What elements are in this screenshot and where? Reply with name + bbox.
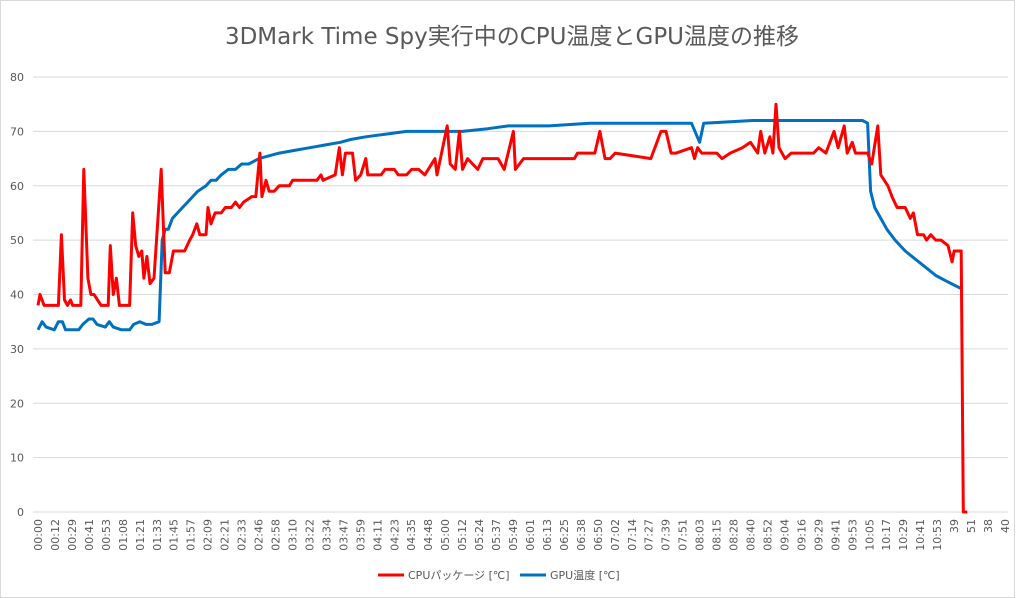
x-tick-label: 10:41 xyxy=(914,519,927,551)
x-tick-label: 05:24 xyxy=(473,519,486,551)
y-tick-label: 80 xyxy=(10,71,24,84)
x-tick-label: 06:38 xyxy=(575,519,588,551)
x-tick-label: 01:45 xyxy=(168,519,181,551)
y-tick-label: 70 xyxy=(10,125,24,138)
x-tick-label: 02:46 xyxy=(253,519,266,551)
x-tick-label: 03:34 xyxy=(320,519,333,551)
x-tick-label: 08:15 xyxy=(711,519,724,551)
y-tick-label: 60 xyxy=(10,180,24,193)
y-tick-label: 0 xyxy=(17,506,24,519)
x-tick-label: 05:49 xyxy=(507,519,520,551)
x-tick-label: 07:27 xyxy=(643,519,656,551)
legend: CPUパッケージ [℃] GPU温度 [℃] xyxy=(378,568,620,582)
x-tick-label: 01:08 xyxy=(117,519,130,551)
x-tick-label: 07:02 xyxy=(609,519,622,551)
series-lines xyxy=(36,102,968,514)
x-tick-label: 05:12 xyxy=(456,519,469,551)
y-tick-label: 40 xyxy=(10,289,24,302)
x-tick-label: 00:00 xyxy=(32,519,45,551)
x-tick-label: 38 xyxy=(982,519,995,533)
x-tick-label: 01:21 xyxy=(134,519,147,551)
x-tick-label: 08:03 xyxy=(694,519,707,551)
x-tick-label: 05:37 xyxy=(490,519,503,551)
x-tick-label: 06:50 xyxy=(592,519,605,551)
x-tick-label: 03:47 xyxy=(337,519,350,551)
x-tick-label: 01:57 xyxy=(185,519,198,551)
x-tick-label: 05:00 xyxy=(439,519,452,551)
x-tick-label: 08:52 xyxy=(761,519,774,551)
x-axis: 00:00 00:12 00:29 00:41 00:53 01:08 01:21 01:33… xyxy=(32,519,1012,551)
x-tick-label: 08:28 xyxy=(728,519,741,551)
x-tick-label: 10:17 xyxy=(880,519,893,551)
x-tick-label: 06:25 xyxy=(558,519,571,551)
x-tick-label: 07:51 xyxy=(677,519,690,551)
x-tick-label: 00:12 xyxy=(49,519,62,551)
x-tick-label: 02:33 xyxy=(236,519,249,551)
x-tick-label: 03:10 xyxy=(286,519,299,551)
x-tick-label: 03:59 xyxy=(354,519,367,551)
x-tick-label: 03:22 xyxy=(303,519,316,551)
x-tick-label: 04:11 xyxy=(371,519,384,551)
series-line-gpu xyxy=(36,119,963,332)
x-tick-label: 10:05 xyxy=(863,519,876,551)
series-line-cpu xyxy=(36,102,968,514)
gridlines xyxy=(33,76,1008,513)
x-tick-label: 00:29 xyxy=(66,519,79,551)
x-tick-label: 00:41 xyxy=(83,519,96,551)
y-tick-label: 10 xyxy=(10,452,24,465)
x-tick-label: 09:16 xyxy=(795,519,808,551)
x-tick-label: 09:04 xyxy=(778,519,791,551)
x-tick-label: 39 xyxy=(948,519,961,533)
x-tick-label: 10:29 xyxy=(897,519,910,551)
x-tick-label: 00:53 xyxy=(100,519,113,551)
x-tick-label: 04:48 xyxy=(422,519,435,551)
x-tick-label: 10:53 xyxy=(931,519,944,551)
x-tick-label: 06:01 xyxy=(524,519,537,551)
x-tick-label: 01:33 xyxy=(151,519,164,551)
y-axis: 0 10 20 30 40 50 60 70 80 xyxy=(10,71,24,519)
x-tick-label: 51 xyxy=(965,519,978,533)
x-tick-label: 09:53 xyxy=(846,519,859,551)
legend-label-cpu: CPUパッケージ [℃] xyxy=(408,569,510,582)
x-tick-label: 06:13 xyxy=(541,519,554,551)
x-tick-label: 09:29 xyxy=(812,519,825,551)
x-tick-label: 07:14 xyxy=(626,519,639,551)
y-tick-label: 30 xyxy=(10,343,24,356)
chart-title: 3DMark Time Spy実行中のCPU温度とGPU温度の推移 xyxy=(225,24,799,50)
y-tick-label: 20 xyxy=(10,397,24,410)
x-tick-label: 02:21 xyxy=(219,519,232,551)
x-tick-label: 07:39 xyxy=(660,519,673,551)
y-tick-label: 50 xyxy=(10,234,24,247)
x-tick-label: 02:58 xyxy=(270,519,283,551)
x-tick-label: 08:40 xyxy=(745,519,758,551)
x-tick-label: 09:41 xyxy=(829,519,842,551)
x-tick-label: 40 xyxy=(999,519,1012,533)
x-tick-label: 04:23 xyxy=(388,519,401,551)
legend-label-gpu: GPU温度 [℃] xyxy=(550,568,620,582)
x-tick-label: 02:09 xyxy=(202,519,215,551)
x-tick-label: 04:35 xyxy=(405,519,418,551)
